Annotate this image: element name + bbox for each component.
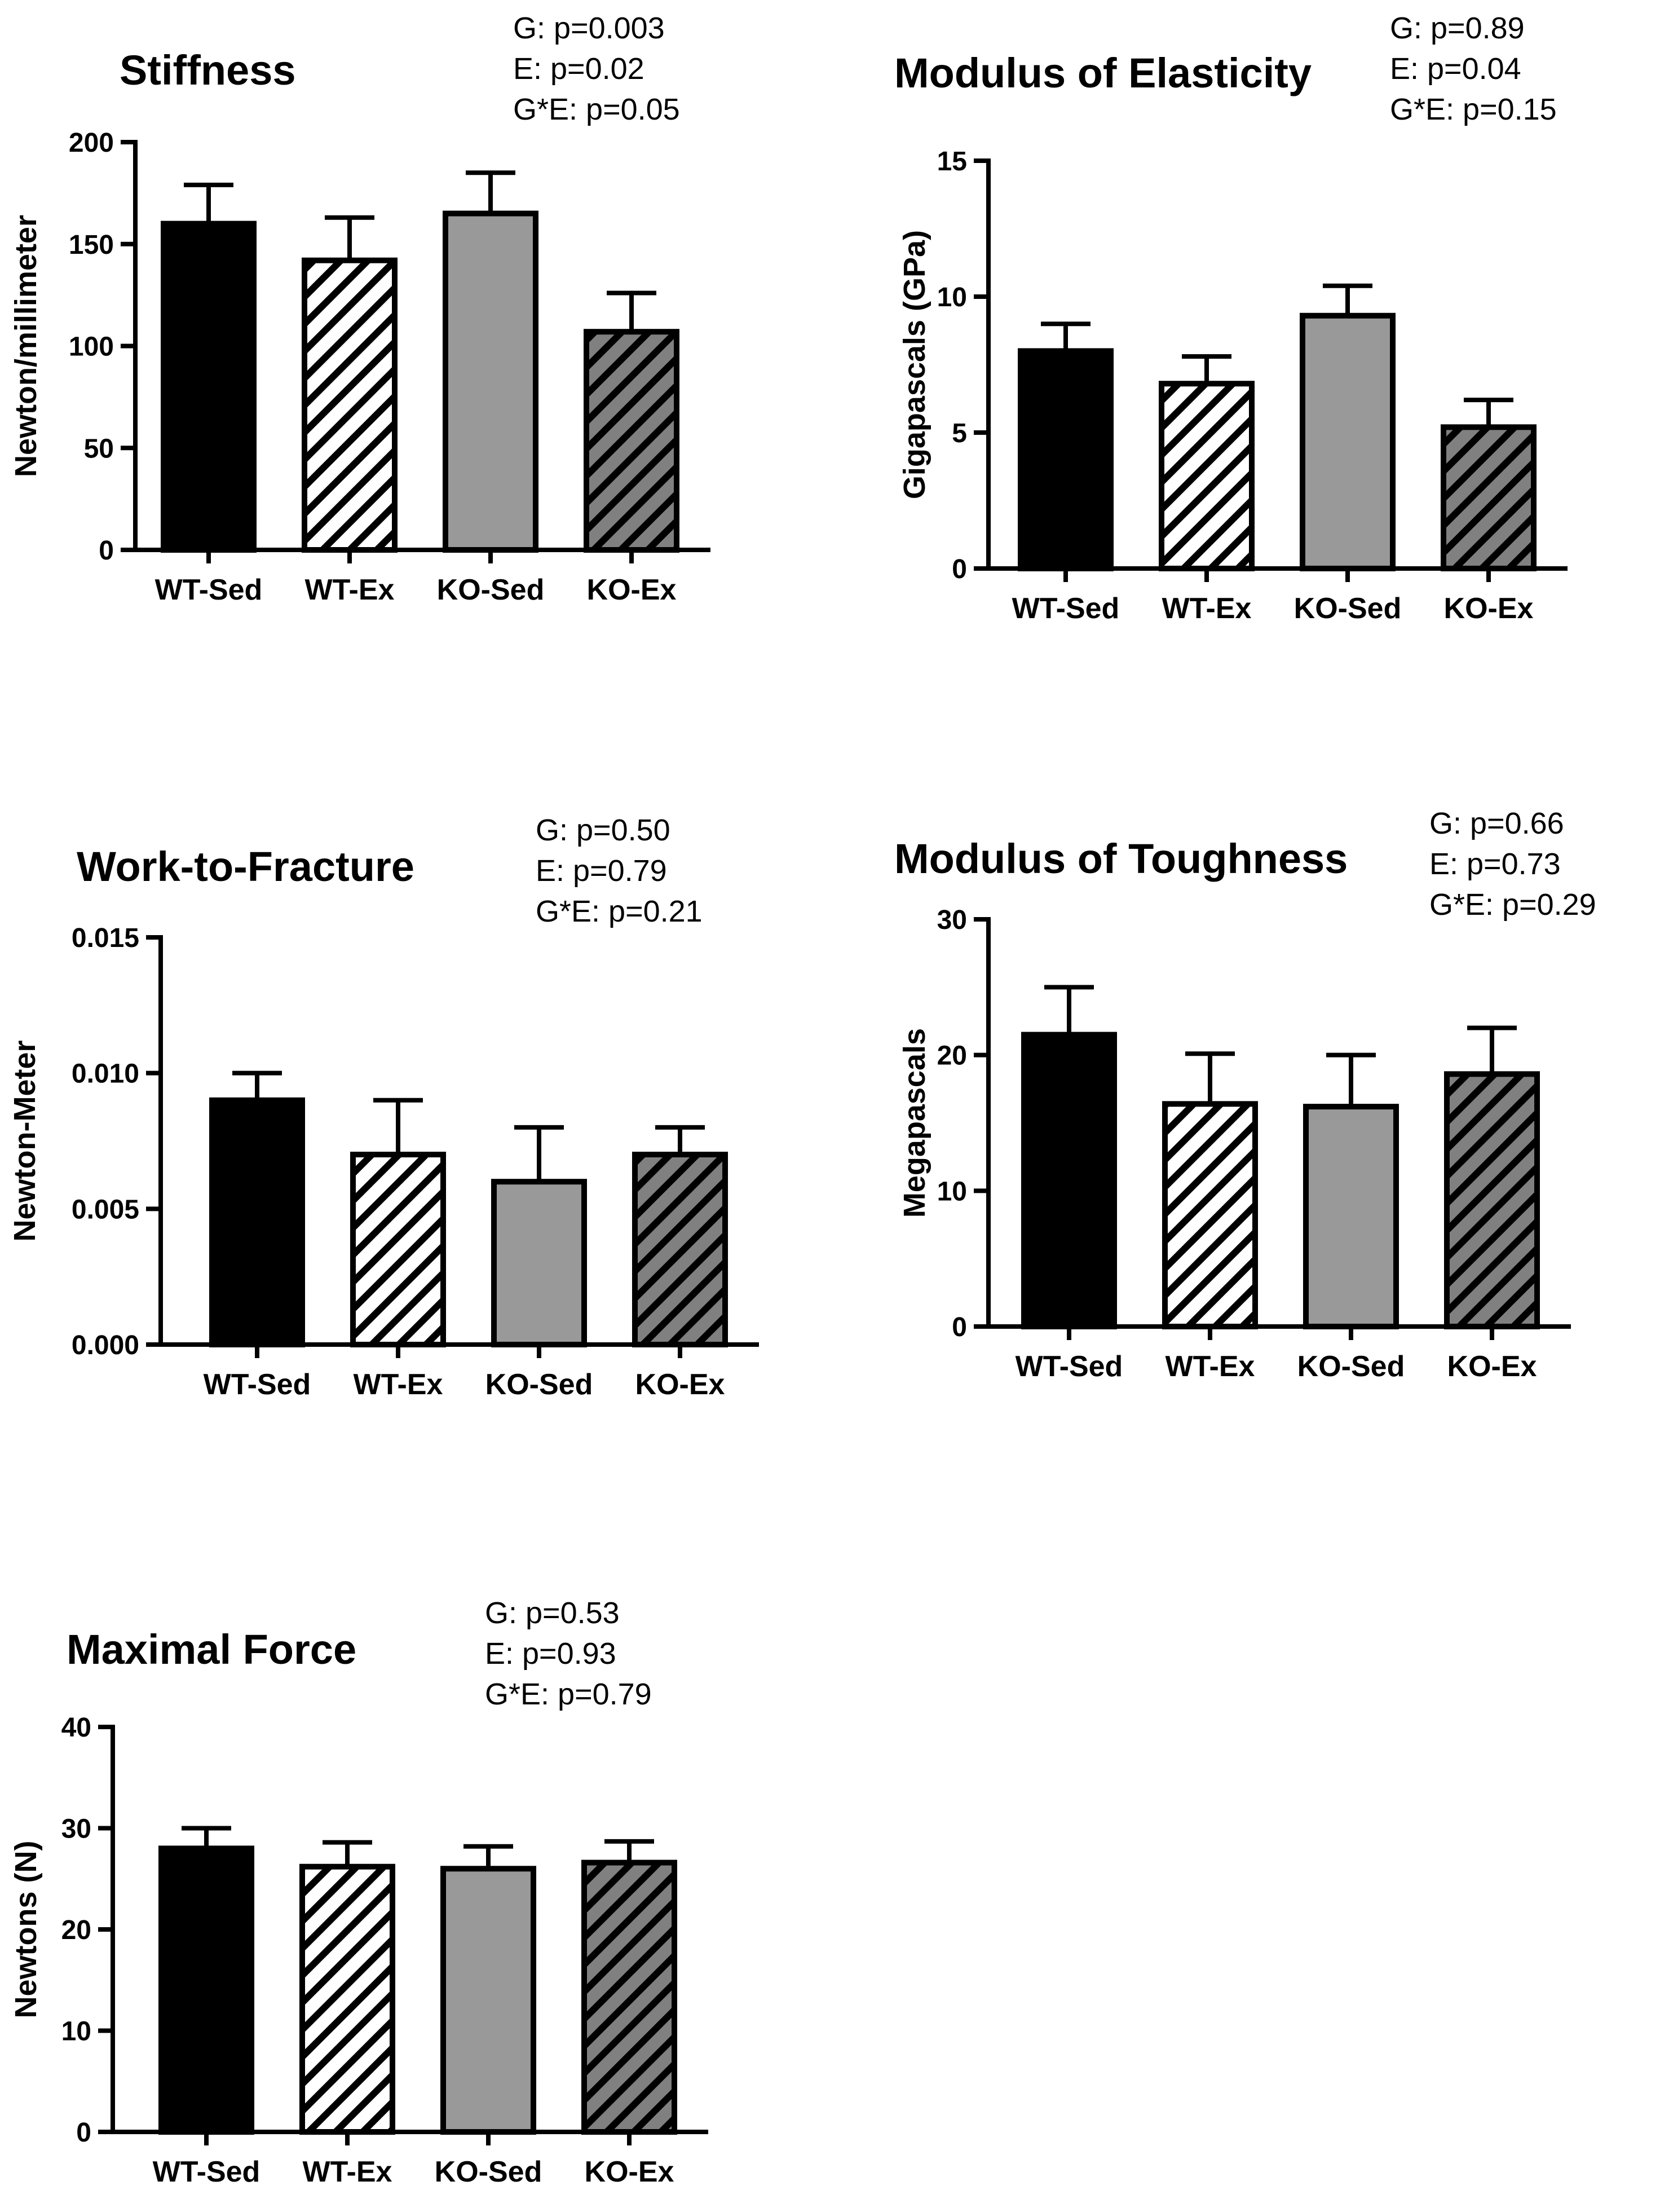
x-tick-label: WT-Sed bbox=[1016, 1350, 1123, 1383]
x-tick-label: WT-Sed bbox=[153, 2156, 261, 2188]
y-tick-label: 10 bbox=[61, 2017, 91, 2047]
y-tick-label: 10 bbox=[937, 1176, 967, 1206]
y-tick-label: 0 bbox=[952, 554, 967, 584]
bar-ko-sed bbox=[440, 1866, 536, 2135]
chart-modulus-elasticity: Modulus of Elasticity G: p=0.89 E: p=0.04 G… bbox=[880, 0, 1660, 643]
stat-label: E: p=0.73 bbox=[1429, 847, 1561, 881]
bar-ko-sed bbox=[443, 210, 538, 553]
bar-ko-ex bbox=[581, 1860, 677, 2135]
bar-ko-ex bbox=[632, 1152, 728, 1347]
stat-label: G*E: p=0.21 bbox=[536, 895, 703, 928]
y-tick-label: 10 bbox=[937, 283, 967, 312]
chart-title: Modulus of Toughness bbox=[894, 835, 1348, 882]
chart-maximal-force: Maximal Force G: p=0.53 E: p=0.93 G*E: p=0.… bbox=[0, 1568, 778, 2212]
stat-label: G*E: p=0.05 bbox=[513, 92, 680, 126]
bar-ko-ex bbox=[1444, 1071, 1540, 1329]
y-tick-label: 0 bbox=[952, 1312, 967, 1342]
y-tick-label: 0.000 bbox=[72, 1330, 139, 1360]
y-tick-label: 100 bbox=[69, 332, 114, 362]
y-tick-label: 0 bbox=[76, 2118, 91, 2148]
bar-wt-sed bbox=[209, 1097, 305, 1347]
stat-label: G: p=0.003 bbox=[513, 11, 665, 45]
x-tick-label: WT-Ex bbox=[354, 1368, 443, 1401]
y-tick-label: 200 bbox=[69, 128, 114, 158]
x-tick-label: WT-Ex bbox=[1162, 592, 1252, 625]
y-tick-label: 0 bbox=[99, 536, 114, 566]
bar-wt-ex bbox=[302, 257, 398, 553]
stat-label: G: p=0.66 bbox=[1429, 807, 1564, 840]
y-tick-label: 0.010 bbox=[72, 1059, 139, 1089]
stat-label: G*E: p=0.15 bbox=[1390, 92, 1557, 126]
bar-wt-sed bbox=[158, 1845, 254, 2135]
y-axis-label: Newtons (N) bbox=[9, 1841, 43, 2019]
chart-work-to-fracture: Work-to-Fracture G: p=0.50 E: p=0.79 G*E: p… bbox=[0, 790, 801, 1421]
bar-wt-ex bbox=[350, 1152, 446, 1347]
chart-title: Work-to-Fracture bbox=[77, 843, 414, 890]
stat-label: E: p=0.93 bbox=[485, 1637, 616, 1671]
x-tick-label: KO-Sed bbox=[485, 1368, 593, 1401]
bar-wt-ex bbox=[299, 1863, 395, 2135]
y-tick-label: 0.005 bbox=[72, 1195, 139, 1224]
stat-label: G: p=0.89 bbox=[1390, 11, 1525, 45]
chart-svg: Stiffness G: p=0.003 E: p=0.02 G*E: p=0.05 N… bbox=[9, 11, 710, 606]
x-tick-label: WT-Sed bbox=[1012, 592, 1120, 625]
stat-label: G: p=0.50 bbox=[536, 813, 670, 847]
chart-svg: Modulus of Toughness G: p=0.66 E: p=0.73 G*… bbox=[894, 807, 1596, 1383]
stat-label: E: p=0.79 bbox=[536, 854, 667, 888]
x-tick-label: KO-Ex bbox=[635, 1368, 725, 1401]
chart-title: Stiffness bbox=[120, 47, 296, 94]
x-tick-label: WT-Sed bbox=[155, 574, 263, 606]
stat-label: G*E: p=0.79 bbox=[485, 1677, 652, 1711]
y-axis-label: Newton-Meter bbox=[8, 1040, 42, 1241]
chart-title: Maximal Force bbox=[67, 1626, 356, 1673]
y-tick-label: 20 bbox=[937, 1041, 967, 1071]
chart-title: Modulus of Elasticity bbox=[894, 50, 1312, 96]
chart-svg: Modulus of Elasticity G: p=0.89 E: p=0.04 G… bbox=[894, 11, 1568, 625]
y-axis-label: Megapascals bbox=[898, 1028, 931, 1218]
stat-label: E: p=0.04 bbox=[1390, 52, 1521, 86]
bar-wt-ex bbox=[1162, 1101, 1258, 1329]
x-tick-label: KO-Sed bbox=[1294, 592, 1402, 625]
bar-wt-ex bbox=[1159, 381, 1255, 571]
bar-ko-sed bbox=[1303, 1104, 1399, 1329]
x-tick-label: WT-Sed bbox=[204, 1368, 311, 1401]
stat-label: G*E: p=0.29 bbox=[1429, 888, 1596, 922]
y-tick-label: 30 bbox=[937, 905, 967, 935]
x-tick-label: KO-Sed bbox=[437, 574, 545, 606]
y-tick-label: 20 bbox=[61, 1915, 91, 1945]
bar-ko-sed bbox=[491, 1179, 587, 1347]
bar-wt-sed bbox=[161, 221, 257, 553]
x-tick-label: KO-Ex bbox=[587, 574, 677, 606]
stat-label: E: p=0.02 bbox=[513, 52, 644, 86]
y-tick-label: 40 bbox=[61, 1713, 91, 1743]
y-tick-label: 15 bbox=[937, 147, 967, 177]
y-axis-label: Newton/millimeter bbox=[9, 215, 43, 477]
y-tick-label: 50 bbox=[84, 434, 114, 464]
chart-svg: Work-to-Fracture G: p=0.50 E: p=0.79 G*E: p… bbox=[8, 813, 759, 1401]
y-tick-label: 30 bbox=[61, 1814, 91, 1844]
x-tick-label: KO-Sed bbox=[435, 2156, 542, 2188]
y-tick-label: 150 bbox=[69, 230, 114, 260]
x-tick-label: KO-Ex bbox=[1447, 1350, 1537, 1383]
y-tick-label: 0.015 bbox=[72, 923, 139, 953]
x-tick-label: KO-Sed bbox=[1297, 1350, 1405, 1383]
chart-svg: Maximal Force G: p=0.53 E: p=0.93 G*E: p=0.… bbox=[9, 1596, 708, 2188]
y-tick-label: 5 bbox=[952, 418, 967, 448]
bar-ko-sed bbox=[1300, 312, 1396, 571]
bar-ko-ex bbox=[1441, 424, 1537, 571]
bar-wt-sed bbox=[1018, 348, 1114, 572]
x-tick-label: WT-Ex bbox=[305, 574, 395, 606]
stat-label: G: p=0.53 bbox=[485, 1596, 620, 1630]
x-tick-label: KO-Ex bbox=[1444, 592, 1534, 625]
x-tick-label: WT-Ex bbox=[303, 2156, 392, 2188]
chart-modulus-toughness: Modulus of Toughness G: p=0.66 E: p=0.73 G*… bbox=[880, 790, 1660, 1421]
bar-wt-sed bbox=[1021, 1032, 1117, 1330]
x-tick-label: KO-Ex bbox=[585, 2156, 674, 2188]
chart-stiffness: Stiffness G: p=0.003 E: p=0.02 G*E: p=0.05 N… bbox=[0, 0, 778, 643]
bar-ko-ex bbox=[584, 329, 679, 553]
y-axis-label: Gigapascals (GPa) bbox=[898, 230, 931, 499]
x-tick-label: WT-Ex bbox=[1165, 1350, 1255, 1383]
